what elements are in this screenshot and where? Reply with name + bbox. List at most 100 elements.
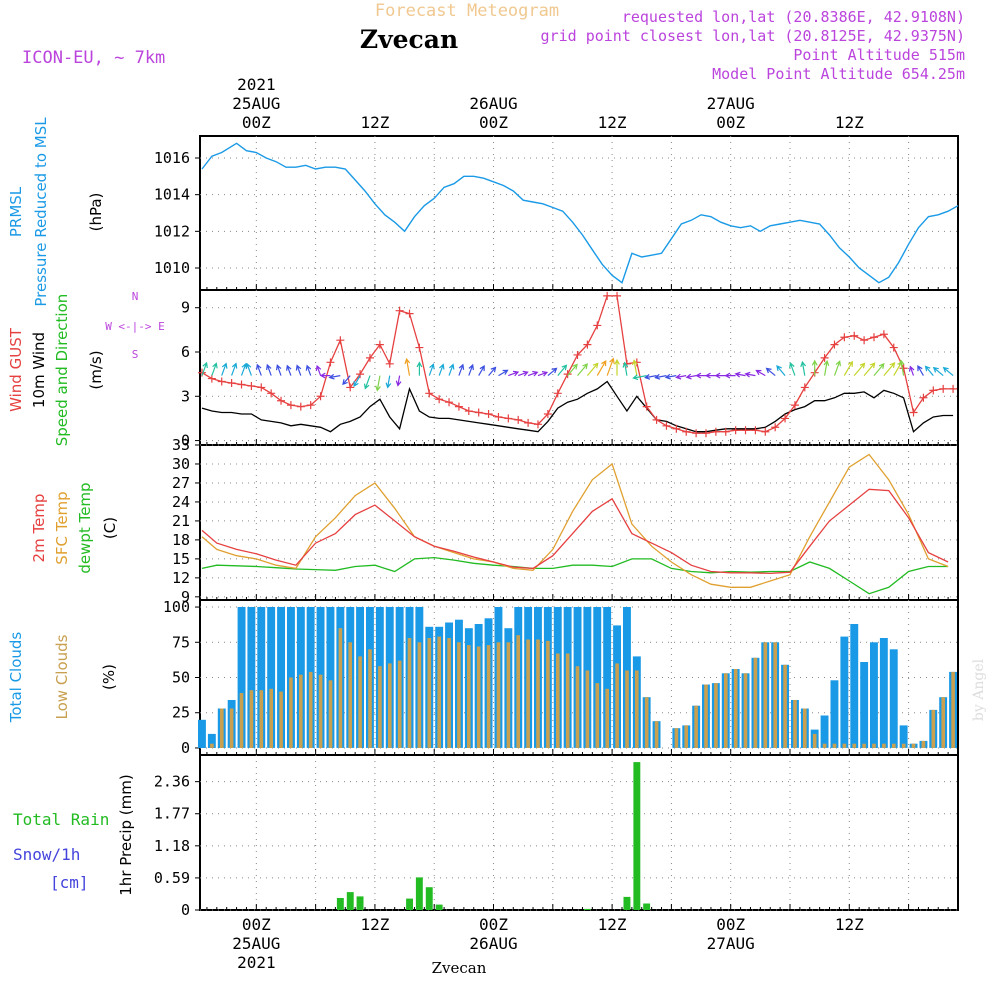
y-tick-label: 24 (172, 493, 190, 511)
gust-marker (543, 410, 552, 418)
wind-direction-arrow (789, 362, 796, 376)
gust-marker (454, 402, 463, 411)
wind-direction-arrow (586, 362, 599, 376)
wind-direction-arrow (245, 362, 252, 376)
y-tick-label: 27 (172, 474, 190, 492)
time-label-bottom: 12Z (360, 915, 389, 934)
wind-direction-arrow (843, 360, 853, 376)
low-cloud-bar (378, 666, 382, 748)
gust-marker (603, 291, 612, 300)
low-cloud-bar (852, 743, 857, 748)
wind-direction-arrow (685, 373, 697, 380)
low-cloud-bar (259, 690, 264, 748)
time-label-bottom: 00Z (716, 915, 745, 934)
low-cloud-bar (733, 669, 738, 748)
rain-bar (633, 762, 641, 910)
gust-marker (207, 374, 216, 383)
low-cloud-bar (565, 653, 570, 748)
y-tick-label: 25 (172, 704, 190, 722)
gust-marker (336, 336, 345, 345)
grid-point-coords: grid point closest lon,lat (20.8125E, 42… (541, 27, 965, 45)
wind-units: (m/s) (87, 350, 105, 389)
wind-direction-arrow (458, 363, 465, 376)
low-cloud-bar (368, 649, 372, 748)
low-cloud-bar (822, 743, 827, 748)
time-label-bottom: 12Z (835, 915, 864, 934)
low-cloud-bar (289, 677, 293, 748)
wind-direction-arrow (734, 371, 746, 378)
precip-units: 1hr Precip (mm) (117, 774, 135, 895)
gust-marker (820, 353, 829, 362)
gust-marker (889, 343, 898, 352)
low-cloud-bar (486, 645, 491, 748)
wind-direction-arrow (932, 366, 944, 377)
y-tick-label: 1014 (154, 186, 190, 204)
low-cloud-bar (516, 635, 520, 748)
gust-marker (385, 359, 394, 368)
gust-marker (573, 350, 582, 359)
gust-marker (533, 420, 542, 429)
wind-direction-arrow (664, 373, 677, 380)
gust-marker (939, 384, 948, 393)
gust-marker (405, 309, 414, 318)
total-cloud-bar (257, 607, 266, 748)
y-tick-label: 75 (172, 633, 190, 651)
gust-marker (257, 383, 266, 392)
wind-direction-arrow (632, 374, 647, 381)
total-cloud-bar (850, 624, 859, 748)
gust-marker (593, 321, 602, 330)
y-tick-label: 30 (172, 455, 190, 473)
gust-marker (761, 427, 770, 436)
gust-marker (474, 408, 483, 417)
total-cloud-bar (870, 642, 878, 748)
time-label-top: 00Z (479, 113, 508, 132)
wind-direction-arrow (266, 363, 272, 376)
total-cloud-bar (207, 733, 216, 748)
time-label-bottom: 12Z (598, 915, 627, 934)
wind-direction-arrow (428, 363, 435, 376)
low-cloud-bar (388, 663, 392, 748)
low-cloud-bar (437, 636, 441, 748)
clouds-units: (%) (100, 664, 118, 690)
low-cloud-bar (615, 663, 619, 748)
wind-direction-arrow (275, 364, 282, 376)
low-cloud-bar (546, 640, 550, 748)
low-cloud-bar (724, 673, 728, 748)
low-cloud-bar (803, 708, 807, 748)
wind-direction-arrow (675, 373, 687, 380)
gust-marker (672, 424, 681, 433)
time-label-top: 25AUG (232, 94, 280, 113)
low-cloud-bar (239, 693, 244, 748)
gust-marker (237, 380, 246, 389)
low-cloud-bar (783, 664, 787, 748)
low-cloud-bar (882, 743, 886, 748)
gust-marker (316, 392, 325, 401)
low-cloud-bar (743, 673, 748, 748)
low-cloud-bar (348, 642, 352, 748)
time-label-bottom: 00Z (242, 915, 271, 934)
forecast-meteogram-title: Forecast Meteogram (375, 1, 559, 21)
low-cloud-bar (556, 653, 560, 748)
gust-marker (781, 414, 790, 423)
low-cloud-bar (427, 638, 432, 748)
gust-marker (494, 412, 503, 421)
clouds-panel: 0 25 50 75 100 Total Clouds Low Clouds (%) (7, 598, 959, 757)
wind-direction-arrow (755, 369, 766, 377)
low-cloud-bar (308, 671, 313, 748)
footer-location: Zvecan (432, 959, 487, 977)
wind-direction-arrow (776, 365, 786, 376)
y-tick-label: 3 (181, 387, 190, 405)
compass-we: W <-|-> E (105, 320, 165, 333)
rain-bar (406, 898, 413, 910)
low-cloud-bar (694, 705, 698, 748)
wind-direction-arrow (724, 372, 736, 379)
time-label-bottom: 25AUG (232, 934, 280, 953)
low-cloud-bar (605, 688, 609, 748)
gust-marker (326, 358, 335, 367)
rain-bar (415, 877, 423, 910)
wind-10m-title: 10m Wind (30, 332, 48, 408)
gust-marker (296, 402, 305, 411)
y-tick-label: 6 (181, 343, 190, 361)
wind-direction-arrow (942, 366, 954, 377)
gust-marker (346, 383, 355, 392)
